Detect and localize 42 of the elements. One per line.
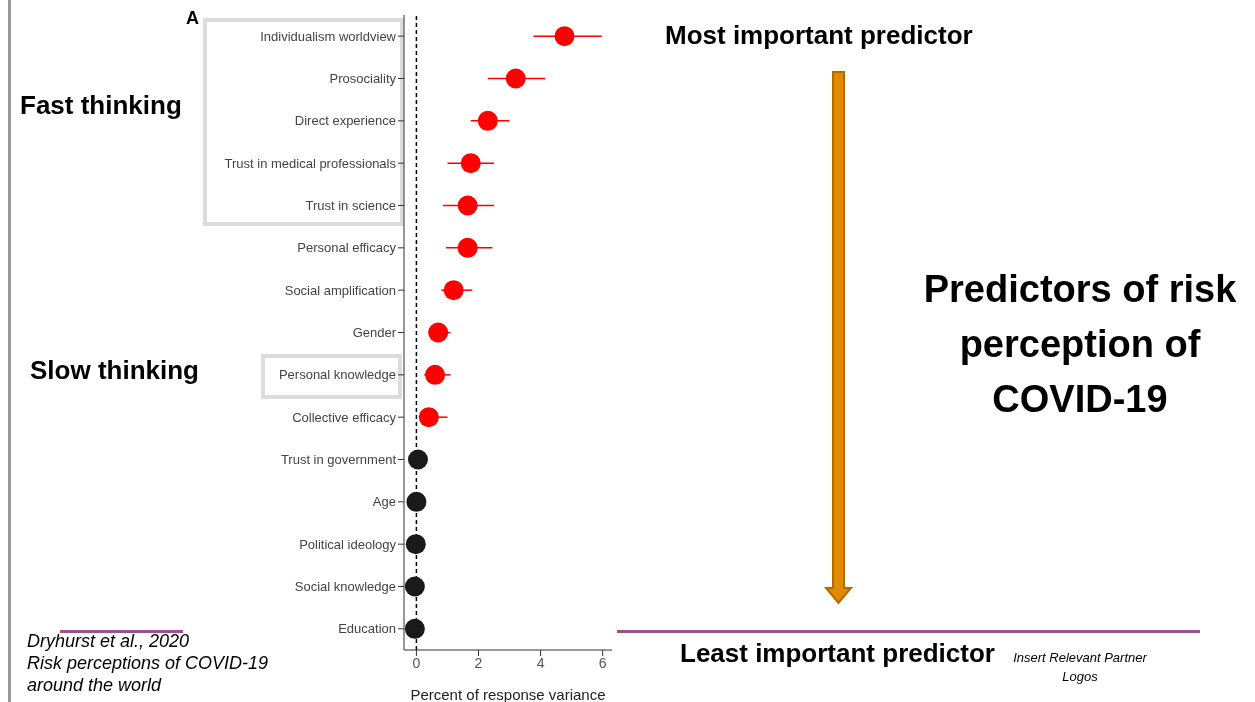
y-tick-label: Personal knowledge bbox=[278, 367, 396, 383]
text: A bbox=[186, 8, 199, 29]
point bbox=[418, 407, 439, 428]
y-tick-label: Prosociality bbox=[329, 71, 397, 87]
point bbox=[425, 364, 446, 385]
point bbox=[407, 449, 428, 470]
point bbox=[457, 195, 478, 216]
x-tick-label: 2 bbox=[474, 654, 483, 671]
y-tick-label: Age bbox=[372, 494, 396, 510]
y-tick-label: Individualism worldview bbox=[260, 28, 397, 44]
y-tick-label: Personal efficacy bbox=[297, 240, 397, 256]
point bbox=[505, 68, 526, 89]
text: Dryhurst et al., 2020 Risk perceptions of COVID-19 around the world bbox=[27, 630, 269, 696]
point bbox=[405, 534, 426, 555]
point bbox=[428, 322, 449, 343]
y-tick-label: Political ideology bbox=[299, 536, 397, 552]
x-tick-label: 6 bbox=[598, 654, 607, 671]
point bbox=[477, 110, 498, 131]
y-tick-label: Trust in government bbox=[280, 452, 397, 468]
point bbox=[457, 237, 478, 258]
text: Predictors of risk perception of COVID-19 bbox=[922, 267, 1238, 422]
point bbox=[460, 153, 481, 174]
text: Slow thinking bbox=[30, 355, 199, 386]
y-tick-label: Social knowledge bbox=[294, 579, 396, 595]
point bbox=[404, 576, 425, 597]
text: Insert Relevant Partner Logos bbox=[1012, 649, 1149, 686]
y-tick-label: Direct experience bbox=[294, 113, 396, 129]
y-tick-label: Social amplification bbox=[284, 282, 396, 298]
text: Most important predictor bbox=[665, 20, 973, 51]
x-tick-label: 4 bbox=[536, 654, 545, 671]
y-tick-label: Trust in medical professionals bbox=[224, 155, 397, 171]
y-tick-label: Collective efficacy bbox=[292, 409, 397, 425]
point bbox=[404, 618, 425, 639]
text: Fast thinking bbox=[20, 90, 182, 121]
y-tick-label: Education bbox=[338, 621, 396, 637]
y-tick-label: Trust in science bbox=[305, 198, 396, 214]
point bbox=[554, 26, 575, 47]
point bbox=[406, 491, 427, 512]
x-tick-label: 0 bbox=[412, 654, 421, 671]
y-tick-label: Gender bbox=[352, 325, 397, 341]
point bbox=[443, 280, 464, 301]
text: Least important predictor bbox=[680, 638, 995, 668]
